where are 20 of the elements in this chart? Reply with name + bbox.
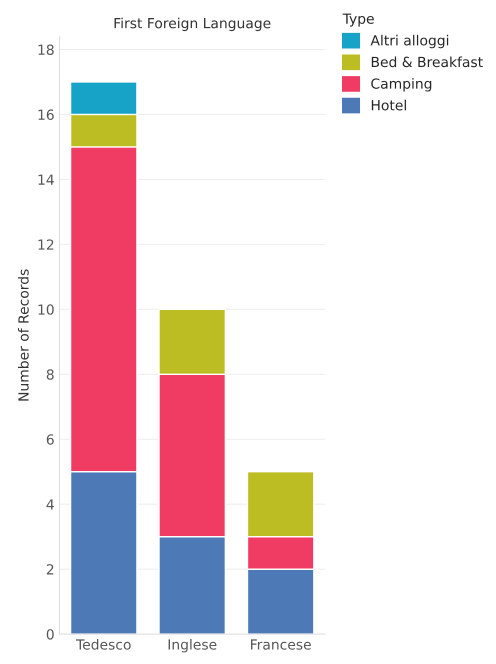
y-tick-label: 12 [38,239,54,250]
x-tick-label: Tedesco [76,638,131,650]
y-tick-label: 18 [38,44,54,55]
x-tick-label: Francese [251,639,311,650]
legend-label: Hotel [372,100,406,110]
y-tick-label: 0 [46,629,54,640]
legend-label: Altri alloggi [370,34,448,48]
y-tick-label: 10 [38,304,54,315]
y-tick-label: 16 [38,109,54,120]
y-tick-label: 8 [46,369,54,380]
y-tick-label: 6 [46,434,54,445]
legend-label: Camping [371,78,432,92]
legend-title: Type [342,14,374,27]
y-tick-label: 2 [46,564,54,574]
y-tick-label: 4 [46,499,54,510]
y-tick-label: 14 [38,174,54,185]
legend-label: Bed & Breakfast [372,56,483,68]
chart-title: First Foreign Language [114,18,270,32]
y-axis-title: Number of Records [18,269,29,401]
x-tick-label: Inglese [168,638,216,652]
